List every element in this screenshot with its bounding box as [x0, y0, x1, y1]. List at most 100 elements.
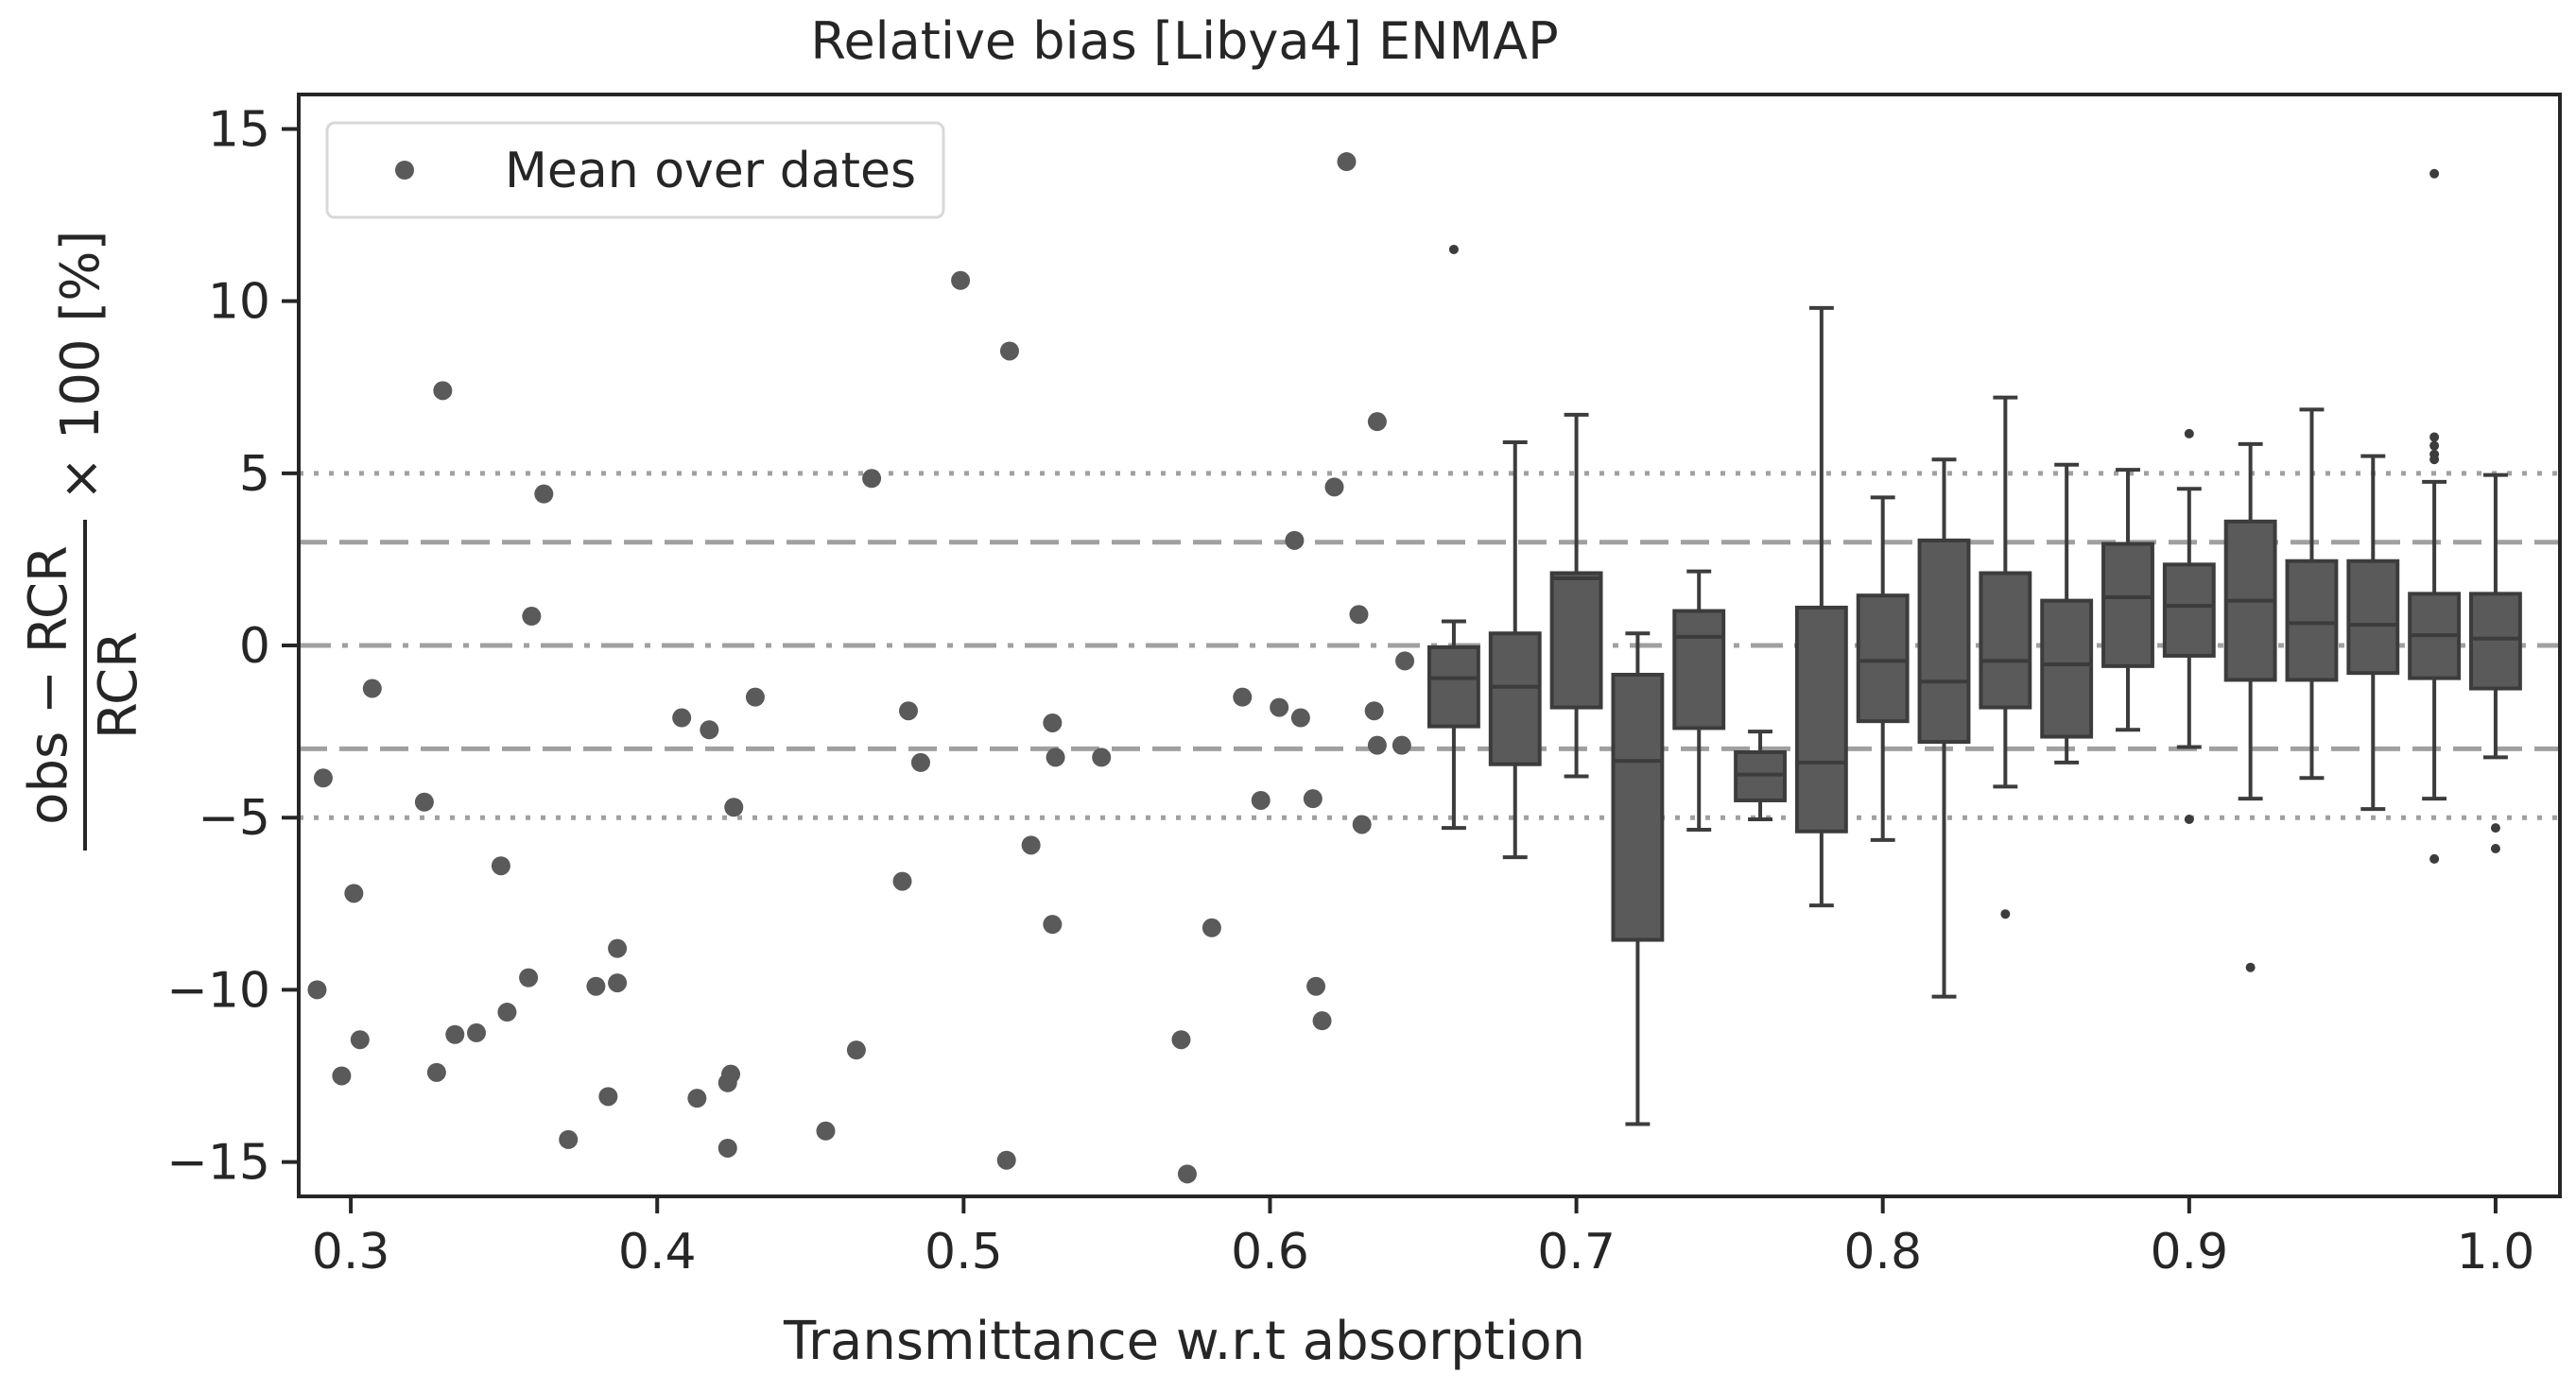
boxplots: [1427, 168, 2522, 1126]
boxplot: [2223, 441, 2277, 972]
y-axis: 15 10 5 0 −5 −10 −15: [166, 101, 299, 1192]
data-point: [445, 1024, 465, 1044]
data-point: [307, 980, 327, 1000]
box: [1794, 605, 1848, 833]
data-point: [816, 1121, 836, 1141]
box: [2285, 559, 2339, 682]
data-point: [700, 720, 719, 740]
boxplot: [1794, 305, 1848, 908]
y-tick-label: 0: [239, 618, 270, 675]
data-point: [721, 1064, 741, 1084]
boxplot: [2162, 428, 2216, 825]
data-point: [522, 607, 542, 627]
data-point: [1290, 708, 1310, 728]
data-point: [1021, 835, 1041, 855]
data-point: [1367, 412, 1387, 432]
flier-point: [2429, 853, 2440, 864]
x-tick-label: 0.4: [618, 1224, 697, 1280]
flier-point: [2429, 455, 2440, 465]
data-point: [1324, 477, 1344, 497]
boxplot: [2285, 407, 2339, 781]
boxplot: [1611, 631, 1665, 1126]
legend-marker: [395, 161, 414, 180]
box: [1611, 672, 1665, 942]
data-point: [1312, 1011, 1332, 1031]
legend: Mean over dates: [325, 121, 945, 219]
boxplot: [2040, 462, 2094, 765]
boxplot: [2346, 454, 2400, 812]
data-point: [910, 752, 930, 772]
box: [1488, 631, 1542, 766]
data-point: [586, 976, 606, 996]
data-point: [1285, 530, 1305, 550]
y-tick-label: 15: [208, 101, 270, 158]
data-point: [846, 1040, 866, 1060]
data-point: [1046, 748, 1065, 767]
x-tick-label: 1.0: [2457, 1224, 2535, 1280]
flier-point: [2184, 428, 2194, 438]
data-point: [862, 469, 882, 489]
data-point: [559, 1129, 579, 1149]
data-point: [1306, 976, 1326, 996]
y-axis-label: obs − RCR RCR × 100 [%]: [18, 231, 149, 851]
data-point: [491, 856, 510, 876]
box: [1427, 644, 1480, 729]
boxplot: [1734, 730, 1787, 822]
y-tick-label: 5: [239, 446, 270, 503]
box: [1917, 538, 1971, 745]
data-point: [1367, 735, 1387, 755]
data-point: [313, 768, 333, 788]
data-point: [1092, 748, 1112, 767]
data-point: [534, 484, 554, 504]
data-point: [996, 1150, 1016, 1170]
flier-point: [2000, 909, 2011, 919]
box: [2040, 598, 2094, 739]
flier-point: [2429, 432, 2440, 442]
data-point: [898, 701, 918, 721]
data-point: [608, 973, 628, 993]
data-point: [598, 1087, 618, 1107]
data-point: [1303, 789, 1323, 809]
boxplot: [1856, 495, 1910, 842]
boxplot: [1549, 412, 1603, 779]
y-axis-label-denominator: RCR: [88, 631, 149, 739]
data-point: [1395, 651, 1415, 671]
data-point: [362, 679, 382, 698]
boxplot: [1427, 244, 1480, 831]
data-point: [1043, 915, 1063, 935]
box: [2101, 541, 2154, 668]
flier-point: [1448, 244, 1459, 254]
boxplot: [1917, 457, 1971, 999]
boxplot: [2101, 468, 2154, 732]
flier-point: [2490, 823, 2500, 833]
flier-point: [2429, 440, 2440, 451]
y-tick-label: −15: [166, 1135, 270, 1192]
data-point: [724, 798, 744, 817]
x-tick-label: 0.6: [1231, 1224, 1309, 1280]
y-tick-label: 10: [208, 274, 270, 331]
data-point: [1364, 701, 1384, 721]
y-axis-label-suffix: × 100 [%]: [50, 231, 112, 501]
box: [1856, 593, 1910, 724]
x-tick-label: 0.5: [925, 1224, 1003, 1280]
x-axis: 0.3 0.4 0.5 0.6 0.7 0.8 0.9 1.0: [312, 1196, 2535, 1280]
data-point: [350, 1030, 370, 1050]
data-point: [687, 1089, 707, 1108]
data-point: [999, 341, 1019, 361]
data-point: [466, 1023, 486, 1042]
data-point: [745, 687, 765, 707]
flier-point: [2490, 843, 2500, 853]
x-axis-label: Transmittance w.r.t absorption: [783, 1311, 1585, 1372]
data-point: [1233, 687, 1253, 707]
data-point: [1270, 697, 1289, 717]
scatter-points: [307, 152, 1415, 1184]
boxplot: [1979, 395, 2032, 919]
box: [2346, 559, 2400, 676]
y-tick-label: −5: [198, 790, 270, 847]
data-point: [426, 1062, 446, 1082]
x-tick-label: 0.9: [2150, 1224, 2228, 1280]
data-point: [892, 871, 912, 891]
box: [1979, 571, 2032, 710]
x-tick-label: 0.7: [1537, 1224, 1616, 1280]
